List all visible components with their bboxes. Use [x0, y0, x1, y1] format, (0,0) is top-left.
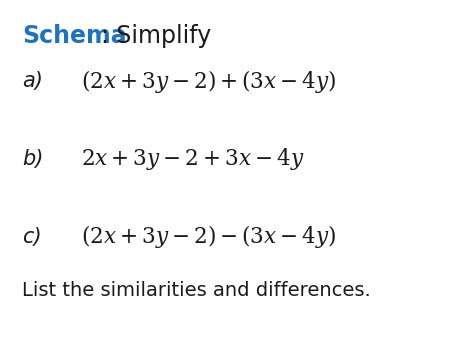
Text: b): b) — [22, 149, 44, 169]
Text: List the similarities and differences.: List the similarities and differences. — [22, 281, 371, 300]
Text: a): a) — [22, 71, 43, 91]
Text: c): c) — [22, 226, 42, 247]
Text: Schema: Schema — [22, 24, 127, 48]
Text: : Simplify: : Simplify — [101, 24, 212, 48]
Text: $(2x + 3y - 2) + (3x - 4y)$: $(2x + 3y - 2) + (3x - 4y)$ — [81, 68, 337, 95]
Text: $2x + 3y - 2 + 3x - 4y$: $2x + 3y - 2 + 3x - 4y$ — [81, 146, 305, 172]
Text: $(2x + 3y - 2) - (3x - 4y)$: $(2x + 3y - 2) - (3x - 4y)$ — [81, 223, 337, 250]
